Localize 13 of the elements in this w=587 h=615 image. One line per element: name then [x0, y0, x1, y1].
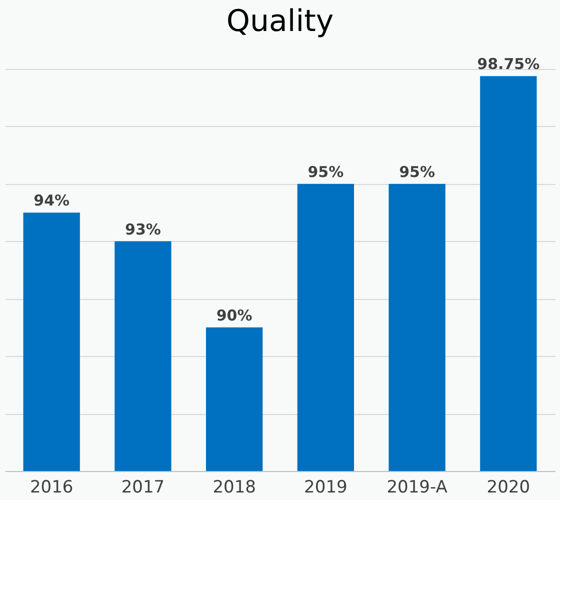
data-label: 95% [399, 162, 435, 181]
chart-title: Quality [226, 4, 334, 40]
data-label: 94% [34, 192, 70, 210]
x-tick-label: 2019-A [386, 478, 448, 498]
x-tick-label: 2017 [121, 478, 165, 498]
data-label: 95% [308, 162, 344, 181]
data-label: 98.75% [477, 55, 540, 74]
data-label: 93% [125, 220, 161, 238]
x-tick-label: 2016 [30, 478, 74, 498]
data-label: 90% [216, 306, 252, 324]
x-tick-label: 2019 [304, 478, 348, 498]
x-tick-label: 2018 [212, 478, 256, 498]
x-tick-label: 2020 [486, 478, 530, 498]
